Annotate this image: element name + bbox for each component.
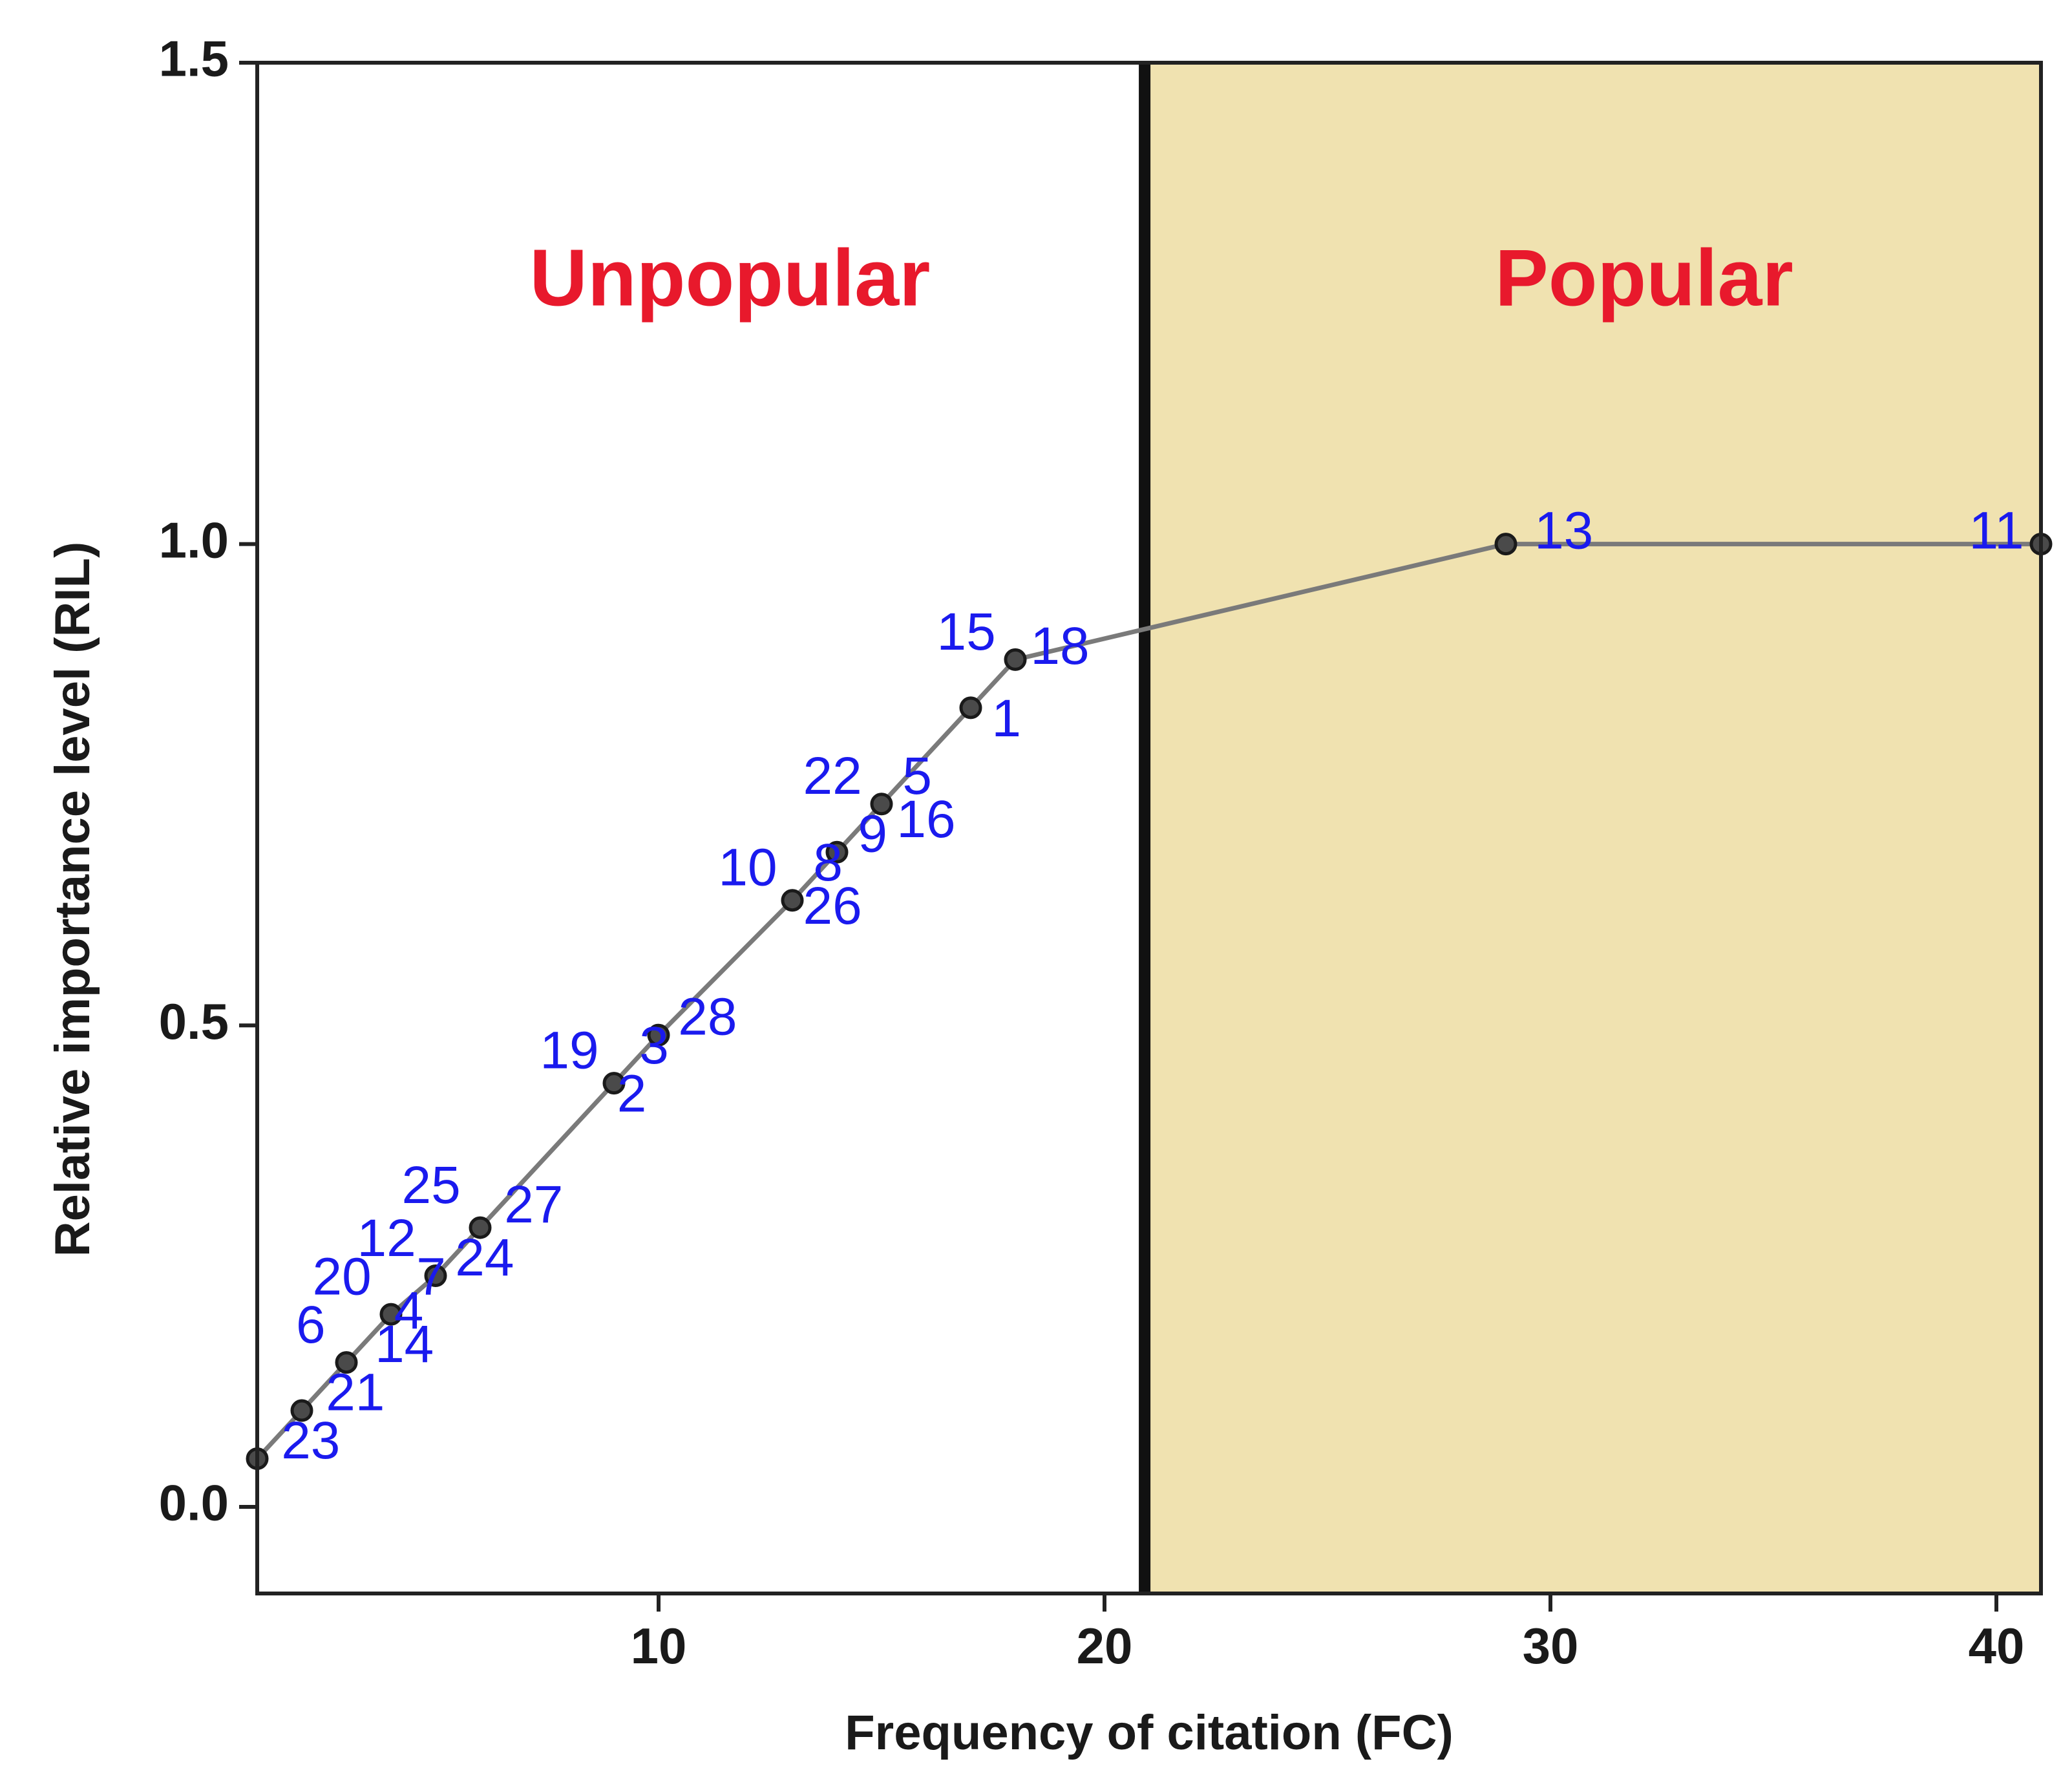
point-label: 26 <box>803 877 862 935</box>
x-tick-label: 10 <box>631 1617 687 1674</box>
point-label: 4 <box>394 1281 424 1340</box>
point-label: 19 <box>540 1021 598 1080</box>
data-point <box>870 793 893 816</box>
point-label: 27 <box>504 1175 563 1234</box>
point-label: 12 <box>357 1209 416 1268</box>
data-point <box>335 1351 358 1374</box>
axis-layer: 10 20 30 40 0.0 0.5 1.0 1.5 <box>159 30 2025 1674</box>
point-label: 23 <box>281 1411 340 1470</box>
data-point <box>647 1023 670 1047</box>
point-label: 18 <box>1030 617 1089 676</box>
data-point <box>959 696 982 719</box>
point-label: 8 <box>813 833 843 892</box>
data-point <box>602 1072 626 1095</box>
point-label: 2 <box>617 1065 647 1124</box>
region-label-popular: Popular <box>1495 233 1793 323</box>
region-popular <box>1145 63 2041 1593</box>
x-axis-title: Frequency of citation (FC) <box>845 1705 1454 1760</box>
region-label-unpopular: Unpopular <box>529 233 930 323</box>
point-label: 22 <box>803 747 862 805</box>
point-label: 6 <box>296 1295 326 1354</box>
data-point <box>469 1216 492 1239</box>
point-label: 28 <box>678 988 737 1047</box>
y-tick-label: 1.5 <box>159 30 229 87</box>
point-label: 9 <box>858 805 887 864</box>
data-point <box>424 1264 447 1288</box>
y-axis-title: Relative importance level (RIL) <box>45 542 100 1257</box>
data-point <box>379 1303 403 1326</box>
point-label: 11 <box>1969 501 2024 560</box>
point-label: 16 <box>896 790 955 849</box>
plot-frame <box>255 61 2043 1595</box>
point-label: 24 <box>455 1228 514 1287</box>
data-point <box>290 1399 313 1422</box>
point-label: 10 <box>718 838 777 897</box>
point-label: 20 <box>312 1248 371 1306</box>
point-label: 7 <box>416 1248 446 1306</box>
point-label: 3 <box>639 1016 669 1075</box>
point-label: 1 <box>991 689 1021 748</box>
data-point <box>1494 533 1517 556</box>
region-unpopular <box>257 63 1145 1593</box>
point-label: 21 <box>326 1363 385 1422</box>
y-tick-label: 0.5 <box>159 993 229 1050</box>
point-label: 5 <box>902 747 932 805</box>
point-label: 25 <box>401 1156 460 1215</box>
x-tick-label: 40 <box>1969 1617 2025 1674</box>
data-point <box>825 840 849 864</box>
region-label-layer: Unpopular Popular <box>529 233 1793 323</box>
data-point <box>781 889 804 912</box>
x-tick-label: 20 <box>1077 1617 1133 1674</box>
point-label: 13 <box>1534 501 1593 560</box>
regions-layer <box>257 63 2041 1593</box>
data-point <box>1004 648 1027 671</box>
point-label: 14 <box>375 1315 434 1374</box>
y-tick-label: 1.0 <box>159 511 229 568</box>
point-label: 15 <box>936 602 995 661</box>
x-tick-label: 30 <box>1523 1617 1579 1674</box>
y-tick-label: 0.0 <box>159 1475 229 1531</box>
